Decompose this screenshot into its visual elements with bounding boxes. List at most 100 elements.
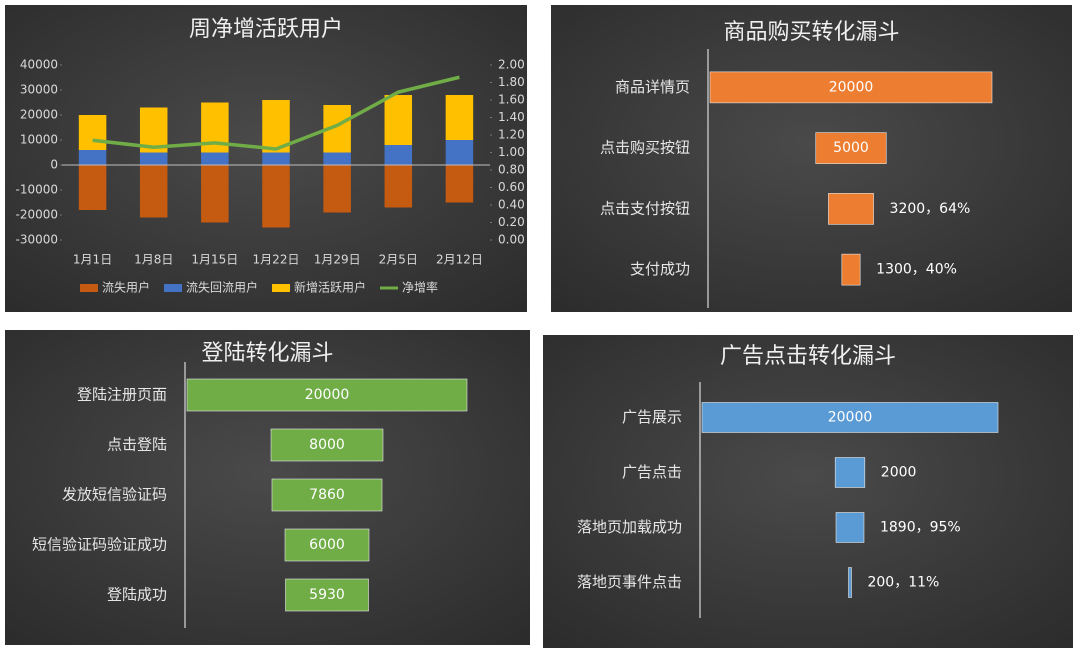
funnel-bar [709,71,993,104]
funnel-bar [285,578,369,612]
y2-tick-label: 1.60 [498,93,525,107]
value-label: 20000 [828,410,873,426]
bar [201,165,229,223]
chart-title: 广告点击转化漏斗 [720,344,896,369]
bar [262,165,290,228]
category-label: 商品详情页 [615,78,690,96]
x-tick-label: 2月12日 [436,253,483,267]
panel-background [551,5,1072,312]
y-tick-label: -30000 [15,233,58,247]
funnel-bar [271,478,383,512]
y2-tick-label: 0.60 [498,180,525,194]
line-series [92,75,460,151]
funnel-bar [701,402,999,433]
y-tick-label: -10000 [15,183,58,197]
y-tick-label: -20000 [15,208,58,222]
bar [323,165,351,213]
chart-panel: 周净增活跃用户 -30000 -20000 -10000 0 10000 20000 3000… [5,5,527,312]
y2-tick-label: 0.40 [498,198,525,212]
legend-label: 流失用户 [102,280,150,295]
funnel-bar [270,428,384,462]
y2-tick-label: 2.00 [498,58,525,72]
x-tick-label: 2月5日 [379,253,418,267]
legend-swatch [272,284,290,292]
value-label: 1300，40% [876,262,957,278]
bar [445,140,474,165]
x-tick-label: 1月1日 [73,253,112,267]
funnel-bar [834,457,866,488]
y2-tick-label: 0.80 [498,163,525,177]
chart-title: 商品购买转化漏斗 [723,20,899,45]
value-label: 8000 [309,437,345,453]
funnel-bar [835,512,865,543]
x-tick-label: 1月29日 [314,253,361,267]
bar [384,95,413,145]
y-tick-label: 0 [50,158,58,172]
category-label: 登陆成功 [107,586,167,604]
category-label: 发放短信验证码 [62,486,167,504]
y-tick-label: 10000 [20,133,58,147]
legend-swatch [80,284,98,292]
y-tick-label: 20000 [20,108,58,122]
y2-tick-label: 1.80 [498,75,525,89]
x-tick-label: 1月15日 [191,253,238,267]
legend-label: 净增率 [402,280,438,295]
bar [323,152,351,165]
chart-title: 周净增活跃用户 [189,17,343,42]
bar [445,95,474,140]
chart-title: 登陆转化漏斗 [201,341,333,366]
value-label: 3200，64% [890,201,971,217]
category-label: 点击支付按钮 [600,199,690,217]
category-label: 落地页事件点击 [577,573,682,591]
y2-tick-label: 0.20 [498,215,525,229]
funnel-bar [848,567,852,598]
bar [262,152,290,165]
bar [78,115,107,150]
y-tick-label: 40000 [20,58,58,72]
value-label: 5930 [309,587,345,603]
value-label: 2000 [881,465,917,481]
category-label: 广告展示 [622,408,682,426]
panel-background [543,335,1073,648]
legend-label: 新增活跃用户 [294,280,366,295]
bar [445,165,474,203]
bar [78,150,107,165]
bar [201,152,229,165]
category-label: 广告点击 [622,463,682,481]
bar [384,145,413,165]
value-label: 20000 [305,387,350,403]
funnel-bar [284,528,370,562]
y2-tick-label: 0.00 [498,233,525,247]
value-label: 5000 [833,140,869,156]
bar [78,165,107,210]
y2-tick-label: 1.20 [498,128,525,142]
value-label: 20000 [829,79,874,95]
x-tick-label: 1月22日 [253,253,300,267]
funnel-bar [186,378,468,412]
funnel-bar [815,132,887,164]
y-tick-label: 30000 [20,83,58,97]
y2-tick-label: 1.40 [498,110,525,124]
value-label: 6000 [309,537,345,553]
category-label: 短信验证码验证成功 [32,536,167,554]
funnel-bar [828,193,874,225]
legend-swatch [164,284,182,292]
bar [384,165,413,208]
bar [139,152,168,165]
y2-tick-label: 1.00 [498,145,525,159]
category-label: 登陆注册页面 [77,386,167,404]
value-label: 7860 [309,487,345,503]
bar [139,165,168,218]
value-label: 1890，95% [880,520,961,536]
funnel-bar [841,253,861,286]
legend-label: 流失回流用户 [186,280,258,295]
x-tick-label: 1月8日 [134,253,173,267]
category-label: 点击购买按钮 [600,139,690,157]
value-label: 200，11% [867,575,939,591]
category-label: 点击登陆 [107,436,167,454]
